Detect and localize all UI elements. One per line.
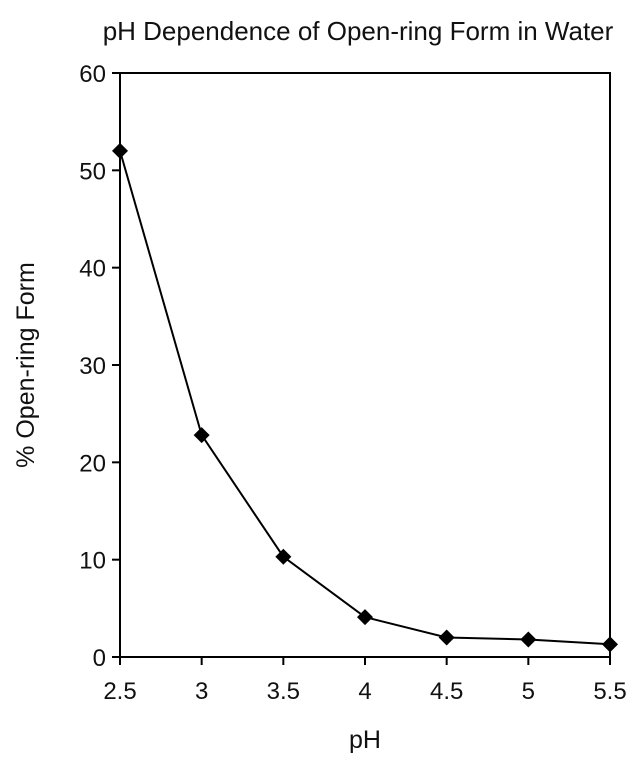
series-points bbox=[112, 142, 618, 653]
x-tick-label: 3.5 bbox=[267, 678, 300, 705]
data-point-5 bbox=[520, 631, 537, 648]
x-axis: 2.5 3 3.5 4 4.5 5 5.5 bbox=[103, 657, 627, 705]
x-tick-label: 3 bbox=[195, 678, 208, 705]
x-tick-label: 5.5 bbox=[593, 678, 626, 705]
y-tick-label: 30 bbox=[79, 353, 106, 380]
series-line bbox=[119, 150, 611, 646]
y-tick-label: 60 bbox=[79, 61, 106, 88]
x-tick-label: 2.5 bbox=[103, 678, 136, 705]
x-tick-label: 5 bbox=[522, 678, 535, 705]
data-point-4 bbox=[438, 629, 455, 646]
y-tick-label: 20 bbox=[79, 450, 106, 477]
y-axis-label: % Open-ring Form bbox=[12, 262, 40, 468]
y-tick-label: 50 bbox=[79, 158, 106, 185]
x-tick-label: 4.5 bbox=[430, 678, 463, 705]
y-axis: 0 10 20 30 40 50 60 bbox=[79, 61, 120, 672]
chart-title: pH Dependence of Open-ring Form in Water bbox=[103, 16, 614, 46]
data-point-2 bbox=[275, 548, 292, 565]
data-point-3 bbox=[357, 609, 373, 626]
y-tick-label: 0 bbox=[93, 645, 106, 672]
y-tick-label: 10 bbox=[79, 548, 106, 575]
plot-frame bbox=[119, 72, 611, 658]
x-tick-label: 4 bbox=[358, 678, 371, 705]
data-point-6 bbox=[602, 636, 618, 653]
x-axis-label: pH bbox=[349, 726, 381, 754]
data-point-0 bbox=[112, 142, 128, 159]
data-point-1 bbox=[193, 427, 210, 444]
y-tick-label: 40 bbox=[79, 256, 106, 283]
